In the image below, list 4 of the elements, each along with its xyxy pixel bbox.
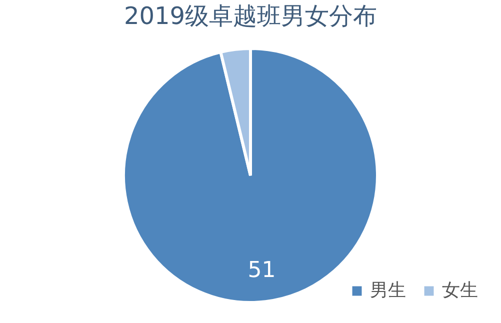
legend-label: 男生: [370, 280, 406, 301]
chart-title: 2019级卓越班男女分布: [124, 2, 378, 30]
legend-label: 女生: [442, 280, 478, 301]
data-label: 51: [248, 258, 276, 283]
